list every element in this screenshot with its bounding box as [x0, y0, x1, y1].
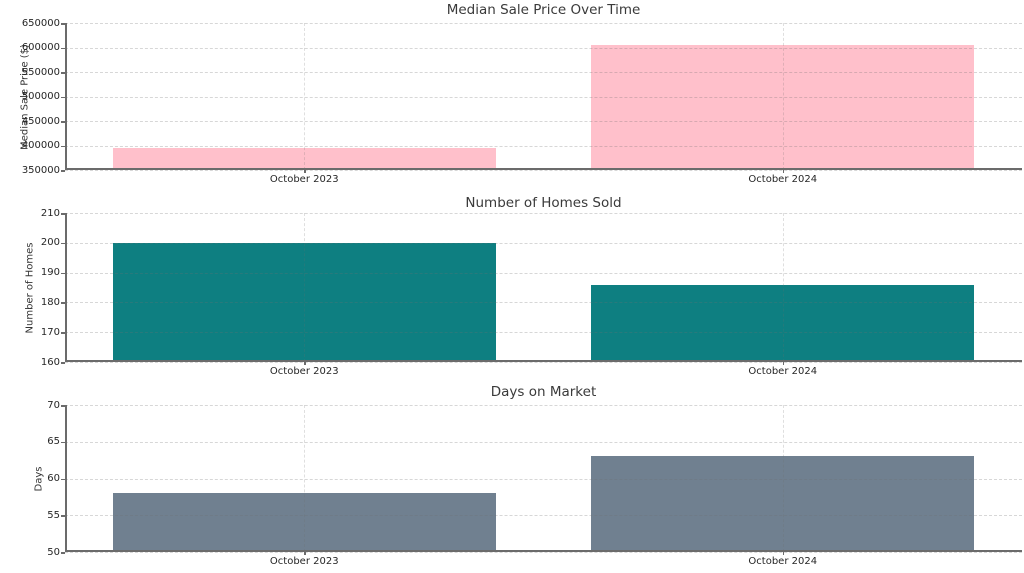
x-tick-label: October 2024 — [748, 556, 818, 567]
y-tick-label: 65 — [47, 436, 60, 448]
y-tick-label: 160 — [40, 356, 60, 368]
x-tick-mark — [304, 170, 306, 173]
bar-october-2024 — [591, 45, 975, 170]
y-tick-mark — [61, 72, 65, 74]
h-gridline — [65, 332, 1022, 334]
y-tick-label: 650000 — [21, 17, 60, 29]
y-tick-mark — [61, 362, 65, 364]
h-gridline — [65, 552, 1022, 553]
x-tick-label: October 2024 — [748, 366, 818, 377]
chart-title: Number of Homes Sold — [465, 195, 622, 211]
chart-title: Days on Market — [490, 384, 597, 400]
chart-panel-days-on-market: Days on Market Days 50 55 60 65 70 October 20… — [0, 381, 1024, 573]
chart-panel-median-sale-price: Median Sale Price Over Time Median Sale … — [0, 0, 1024, 190]
y-tick-label: 190 — [40, 267, 60, 279]
v-gridline — [782, 213, 784, 362]
y-tick-mark — [61, 515, 65, 517]
y-tick-mark — [61, 441, 65, 444]
y-tick-mark — [61, 302, 65, 304]
h-gridline — [65, 515, 1022, 517]
y-tick-mark — [61, 242, 65, 245]
h-gridline — [65, 96, 1022, 98]
v-gridline — [304, 213, 306, 362]
h-gridline — [65, 478, 1022, 480]
chart-panel-homes-sold: Number of Homes Sold Number of Homes 160… — [0, 190, 1024, 381]
x-axis-spine — [65, 360, 1022, 362]
h-gridline — [65, 362, 1022, 363]
y-tick-label: 50 — [47, 546, 60, 558]
y-tick-mark — [61, 23, 65, 25]
plot-area — [65, 23, 1022, 171]
h-gridline — [65, 213, 1022, 214]
x-axis-spine — [65, 550, 1022, 552]
h-gridline — [65, 405, 1022, 406]
y-tick-label: 180 — [40, 296, 60, 308]
x-tick-mark — [782, 170, 785, 173]
x-tick-mark — [782, 552, 785, 555]
v-gridline — [782, 405, 784, 552]
y-axis-spine — [65, 405, 67, 552]
y-tick-label: 500000 — [21, 91, 60, 102]
bar-october-2023 — [112, 493, 496, 552]
x-tick-mark — [304, 362, 306, 365]
y-tick-mark — [61, 145, 65, 147]
y-tick-label: 600000 — [21, 42, 60, 53]
bar-october-2023 — [112, 147, 496, 170]
y-tick-mark — [61, 170, 65, 172]
y-tick-mark — [61, 405, 65, 407]
v-gridline — [304, 405, 306, 552]
h-gridline — [65, 47, 1022, 49]
h-gridline — [65, 441, 1022, 443]
plot-area — [65, 405, 1022, 553]
h-gridline — [65, 302, 1022, 304]
y-tick-label: 70 — [47, 399, 60, 411]
x-axis-spine — [65, 168, 1022, 170]
y-tick-mark — [61, 47, 65, 49]
h-gridline — [65, 23, 1022, 24]
y-tick-mark — [61, 272, 65, 275]
x-tick-mark — [304, 552, 306, 555]
x-tick-mark — [782, 362, 785, 365]
y-tick-mark — [61, 96, 65, 98]
y-tick-label: 210 — [40, 207, 60, 219]
y-tick-label: 60 — [47, 473, 60, 484]
x-tick-label: October 2023 — [269, 556, 339, 567]
y-tick-mark — [61, 121, 65, 123]
x-tick-label: October 2023 — [269, 174, 339, 185]
h-gridline — [65, 72, 1022, 73]
chart-title: Median Sale Price Over Time — [446, 2, 641, 18]
h-gridline — [65, 145, 1022, 147]
y-tick-label: 55 — [47, 509, 60, 521]
y-tick-mark — [61, 332, 65, 334]
y-tick-label: 170 — [40, 326, 60, 338]
y-tick-mark — [61, 213, 65, 215]
bar-october-2024 — [591, 284, 975, 362]
h-gridline — [65, 272, 1022, 274]
y-tick-label: 200 — [40, 237, 60, 249]
h-gridline — [65, 121, 1022, 122]
bar-october-2024 — [591, 456, 975, 552]
y-tick-label: 550000 — [21, 66, 60, 78]
y-axis-spine — [65, 23, 67, 170]
y-tick-mark — [61, 552, 65, 554]
x-tick-label: October 2023 — [269, 366, 339, 377]
y-tick-label: 350000 — [21, 164, 60, 176]
y-tick-label: 450000 — [21, 115, 60, 127]
v-gridline — [304, 23, 306, 170]
h-gridline — [65, 170, 1022, 171]
x-tick-label: October 2024 — [748, 174, 818, 185]
v-gridline — [782, 23, 784, 170]
plot-area — [65, 213, 1022, 363]
y-tick-label: 400000 — [21, 140, 60, 151]
y-axis-spine — [65, 213, 67, 362]
y-tick-mark — [61, 478, 65, 480]
h-gridline — [65, 242, 1022, 244]
bar-october-2023 — [112, 242, 496, 362]
